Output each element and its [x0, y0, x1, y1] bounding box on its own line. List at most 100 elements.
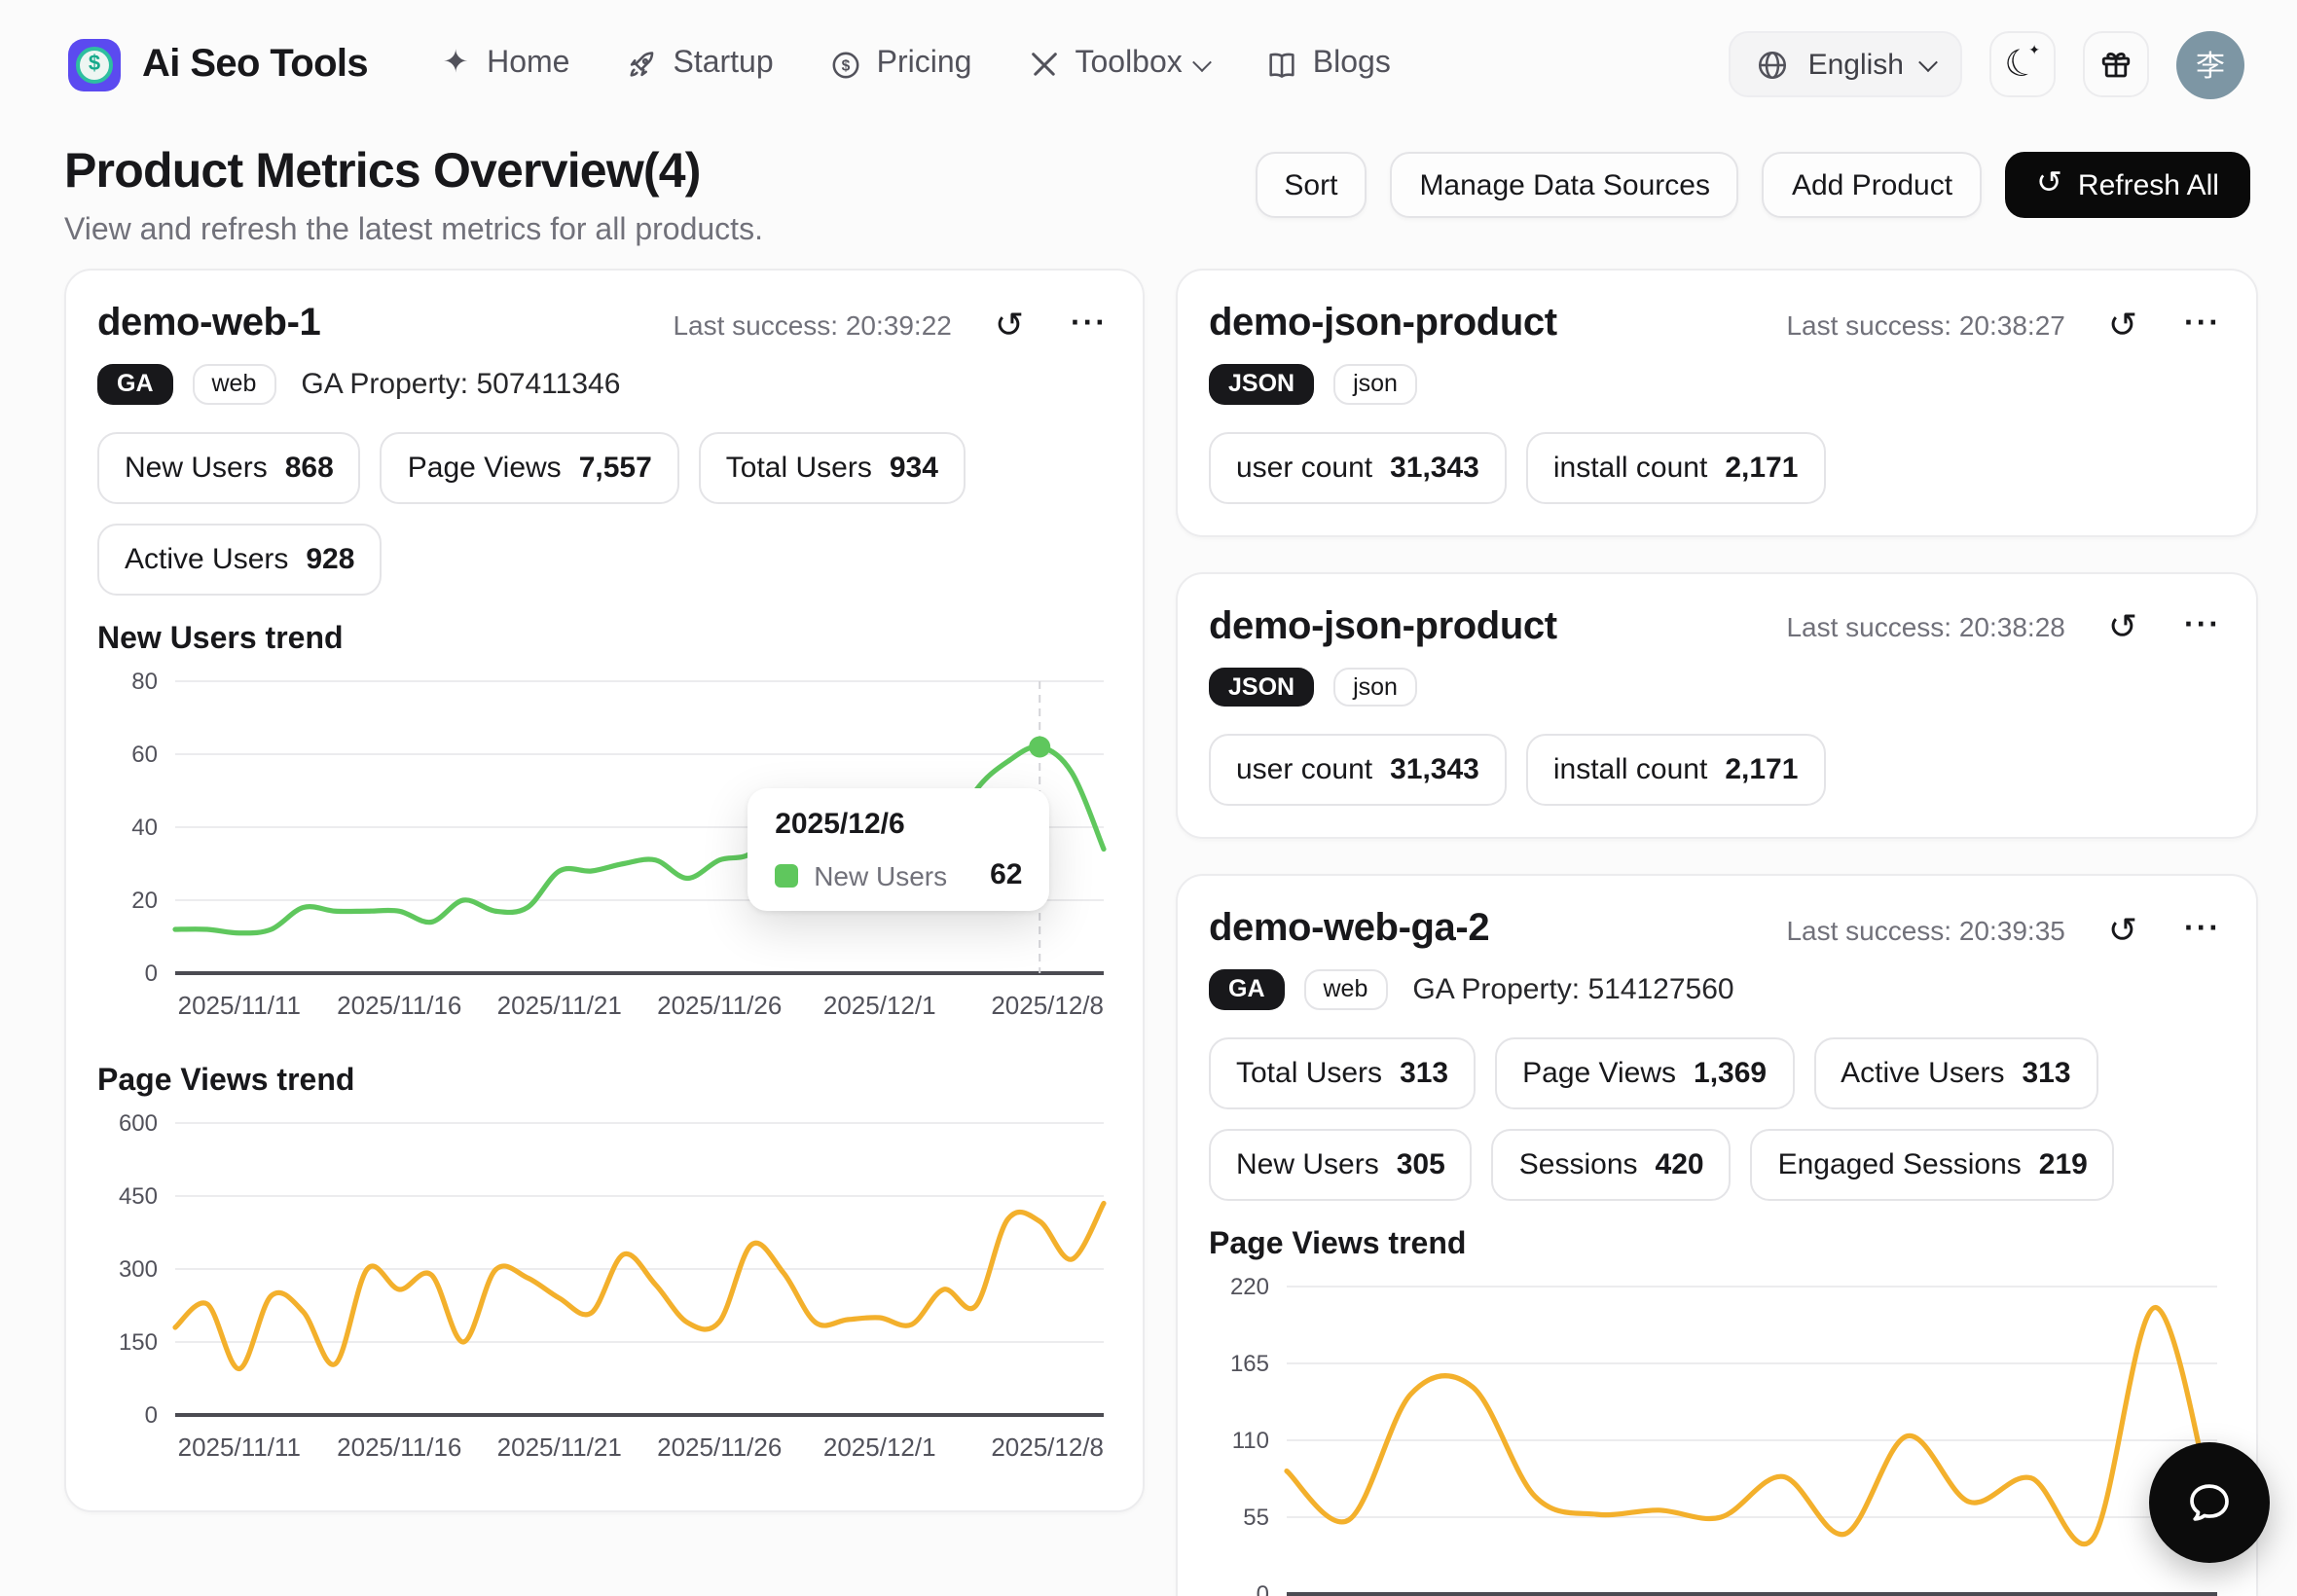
gift-icon	[2098, 47, 2133, 82]
svg-text:2025/11/11: 2025/11/11	[178, 1432, 301, 1461]
svg-text:450: 450	[119, 1182, 158, 1209]
metric-label: user count	[1236, 753, 1373, 786]
ellipsis-icon: ···	[1071, 307, 1108, 340]
card-menu-button[interactable]: ···	[2180, 910, 2225, 949]
chart-tooltip: 2025/12/6 New Users 62	[747, 788, 1050, 912]
metric-chip[interactable]: New Users 868	[97, 431, 361, 503]
refresh-all-button[interactable]: ↺ Refresh All	[2005, 152, 2250, 218]
add-product-button[interactable]: Add Product	[1762, 152, 1983, 218]
refresh-icon: ↺	[994, 305, 1025, 344]
line-chart[interactable]: 0 150 300 450 600 2025/11/11 2025/11/16 2025/11…	[97, 1103, 1112, 1478]
head-actions: Sort Manage Data Sources Add Product ↺ R…	[1255, 152, 2250, 218]
metric-chip[interactable]: user count 31,343	[1209, 431, 1507, 503]
source-type-badge: JSON	[1209, 667, 1315, 707]
source-type-badge: GA	[1209, 969, 1285, 1009]
chart-title: Page Views trend	[97, 1064, 355, 1097]
card-title: demo-json-product	[1209, 604, 1557, 647]
last-success: Last success: 20:39:22	[673, 308, 952, 340]
metric-chips: user count 31,343 install count 2,171	[1209, 734, 2225, 806]
platform-badge: web	[192, 364, 276, 404]
metric-chips: Total Users 313 Page Views 1,369 Active User…	[1209, 1036, 2225, 1200]
nav-item-blogs[interactable]: Blogs	[1245, 31, 1410, 97]
sparkles-icon: ✦	[442, 47, 469, 80]
metric-label: Active Users	[1841, 1056, 2005, 1089]
chart-block-new-users: New Users trend 0 20 40 60 80 2025/11/11 2025/…	[97, 622, 1112, 1036]
language-selector[interactable]: English	[1728, 31, 1962, 97]
metric-label: Active Users	[125, 542, 289, 575]
brand[interactable]: $ Ai Seo Tools	[68, 38, 369, 91]
metric-chip[interactable]: Total Users 934	[698, 431, 966, 503]
chat-fab-button[interactable]	[2149, 1442, 2270, 1563]
svg-text:2025/11/11: 2025/11/11	[178, 990, 301, 1019]
nav-item-startup[interactable]: Startup	[604, 31, 792, 97]
theme-toggle-button[interactable]: ☾ ✦	[1989, 31, 2056, 97]
brand-logo-icon: $	[68, 38, 121, 91]
chart-svg-new-users-trend: 0 20 40 60 80 2025/11/11 2025/11/16 2025/11/21 2…	[131, 668, 1107, 1019]
card-refresh-button[interactable]: ↺	[2104, 605, 2141, 648]
nav-item-toolbox[interactable]: Toolbox	[1006, 31, 1228, 97]
metric-chip[interactable]: Engaged Sessions 219	[1750, 1128, 2115, 1200]
last-success: Last success: 20:38:27	[1786, 308, 2065, 340]
rewards-button[interactable]	[2083, 31, 2149, 97]
line-chart[interactable]: 0 20 40 60 80 2025/11/11 2025/11/16 2025/11/21 2…	[97, 661, 1112, 1036]
page-title: Product Metrics Overview(4)	[64, 144, 701, 199]
right-column: demo-json-product Last success: 20:38:27…	[1176, 269, 2258, 1596]
metric-chip[interactable]: Page Views 7,557	[380, 431, 679, 503]
metric-chip[interactable]: Active Users 928	[97, 523, 383, 595]
chart-svg-page-views-trend-1: 0 150 300 450 600 2025/11/11 2025/11/16 2025/11…	[119, 1109, 1107, 1461]
card-refresh-button[interactable]: ↺	[991, 303, 1028, 345]
nav-item-pricing[interactable]: $ Pricing	[809, 31, 992, 97]
tooltip-row: New Users 62	[775, 859, 1023, 892]
card-meta: Last success: 20:38:27 ↺ ···	[1786, 303, 2225, 345]
card-title: demo-web-ga-2	[1209, 907, 1490, 950]
metric-value: 31,343	[1390, 753, 1479, 786]
svg-text:80: 80	[131, 668, 158, 694]
page-head: Product Metrics Overview(4) View and ref…	[0, 128, 2297, 249]
metric-label: Page Views	[407, 451, 562, 484]
metric-chip[interactable]: Page Views 1,369	[1495, 1036, 1795, 1108]
refresh-icon: ↺	[2107, 910, 2138, 949]
card-title: demo-json-product	[1209, 302, 1557, 345]
avatar[interactable]: 李	[2176, 30, 2244, 98]
refresh-all-label: Refresh All	[2077, 168, 2219, 201]
card-meta: Last success: 20:39:35 ↺ ···	[1786, 908, 2225, 951]
metric-value: 868	[284, 451, 334, 484]
sort-button[interactable]: Sort	[1255, 152, 1367, 218]
dollar-badge-icon: $	[76, 46, 113, 83]
metric-chip[interactable]: Sessions 420	[1491, 1128, 1732, 1200]
card-refresh-button[interactable]: ↺	[2104, 908, 2141, 951]
metric-chip[interactable]: user count 31,343	[1209, 734, 1507, 806]
metric-chip[interactable]: install count 2,171	[1525, 734, 1826, 806]
card-head: demo-web-ga-2 Last success: 20:39:35 ↺ ·…	[1209, 907, 2225, 952]
line-chart[interactable]: 0551101652202025/11/252025/11/282025/12/…	[1209, 1266, 2225, 1596]
product-card-demo-json-product-1: demo-json-product Last success: 20:38:27…	[1176, 269, 2258, 536]
svg-text:$: $	[841, 57, 850, 74]
manage-data-sources-button[interactable]: Manage Data Sources	[1390, 152, 1739, 218]
last-success: Last success: 20:38:28	[1786, 611, 2065, 642]
chevron-down-icon	[1192, 52, 1213, 72]
svg-text:600: 600	[119, 1109, 158, 1136]
badge-row: JSON json	[1209, 364, 2225, 404]
card-menu-button[interactable]: ···	[1067, 305, 1112, 344]
metric-chip[interactable]: Active Users 313	[1813, 1036, 2098, 1108]
svg-text:110: 110	[1232, 1427, 1269, 1453]
metric-label: Sessions	[1518, 1147, 1638, 1180]
svg-text:20: 20	[131, 887, 158, 913]
card-refresh-button[interactable]: ↺	[2104, 303, 2141, 345]
metric-chip[interactable]: New Users 305	[1209, 1128, 1473, 1200]
svg-text:220: 220	[1230, 1273, 1269, 1299]
svg-text:0: 0	[1257, 1580, 1269, 1596]
card-head: demo-json-product Last success: 20:38:28…	[1209, 604, 2225, 649]
nav-item-home[interactable]: ✦ Home	[419, 31, 589, 97]
svg-text:60: 60	[131, 741, 158, 767]
source-type-badge: JSON	[1209, 364, 1315, 404]
card-menu-button[interactable]: ···	[2180, 607, 2225, 646]
metric-value: 7,557	[578, 451, 652, 484]
metric-label: New Users	[1236, 1147, 1379, 1180]
metric-chip[interactable]: Total Users 313	[1209, 1036, 1477, 1108]
card-menu-button[interactable]: ···	[2180, 305, 2225, 344]
svg-text:150: 150	[119, 1328, 158, 1355]
metric-chip[interactable]: install count 2,171	[1525, 431, 1826, 503]
metric-label: Total Users	[725, 451, 872, 484]
